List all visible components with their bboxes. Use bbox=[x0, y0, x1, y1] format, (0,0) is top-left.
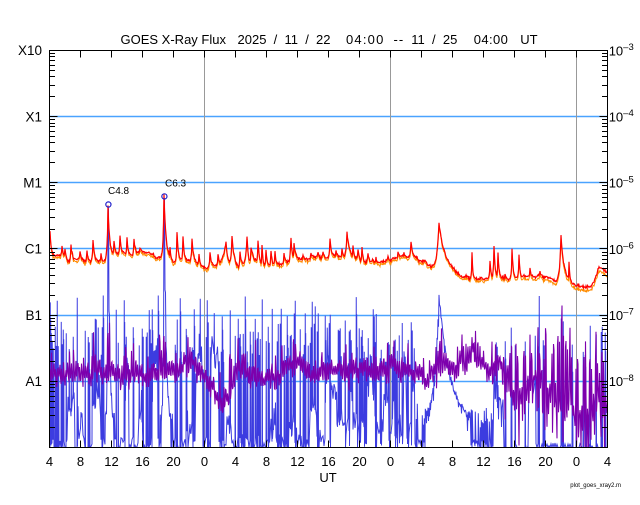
svg-text:20: 20 bbox=[538, 454, 552, 469]
svg-text:plot_goes_xray2.m: plot_goes_xray2.m bbox=[570, 483, 621, 489]
svg-text:16: 16 bbox=[507, 454, 521, 469]
svg-text:4: 4 bbox=[604, 454, 611, 469]
svg-text:B1: B1 bbox=[25, 308, 42, 323]
svg-text:0: 0 bbox=[201, 454, 208, 469]
svg-text:12: 12 bbox=[290, 454, 304, 469]
svg-text:8: 8 bbox=[77, 454, 84, 469]
svg-text:--: -- bbox=[394, 32, 405, 47]
svg-text:11 / 25: 11 / 25 bbox=[411, 32, 457, 47]
svg-text:4: 4 bbox=[418, 454, 425, 469]
svg-text:4: 4 bbox=[232, 454, 239, 469]
svg-text:4: 4 bbox=[46, 454, 53, 469]
svg-text:X10: X10 bbox=[18, 43, 42, 58]
svg-text:UT: UT bbox=[319, 470, 336, 485]
svg-text:20: 20 bbox=[166, 454, 180, 469]
svg-text:2025 / 11 / 22: 2025 / 11 / 22 bbox=[238, 32, 331, 47]
svg-text:12: 12 bbox=[476, 454, 490, 469]
svg-text:A1: A1 bbox=[25, 374, 42, 389]
svg-text:C4.8: C4.8 bbox=[108, 186, 130, 197]
svg-text:0: 0 bbox=[573, 454, 580, 469]
svg-text:20: 20 bbox=[352, 454, 366, 469]
svg-text:M1: M1 bbox=[23, 175, 42, 190]
svg-text:UT: UT bbox=[520, 32, 537, 47]
svg-text:04:00: 04:00 bbox=[346, 32, 385, 47]
svg-text:8: 8 bbox=[449, 454, 456, 469]
svg-text:GOES X-Ray Flux: GOES X-Ray Flux bbox=[121, 32, 227, 47]
svg-text:12: 12 bbox=[104, 454, 118, 469]
svg-text:C6.3: C6.3 bbox=[165, 179, 187, 190]
svg-text:8: 8 bbox=[263, 454, 270, 469]
svg-text:C1: C1 bbox=[25, 242, 42, 257]
svg-text:04:00: 04:00 bbox=[474, 32, 509, 47]
svg-text:16: 16 bbox=[321, 454, 335, 469]
svg-text:X1: X1 bbox=[25, 109, 42, 124]
svg-text:0: 0 bbox=[387, 454, 394, 469]
svg-text:16: 16 bbox=[135, 454, 149, 469]
